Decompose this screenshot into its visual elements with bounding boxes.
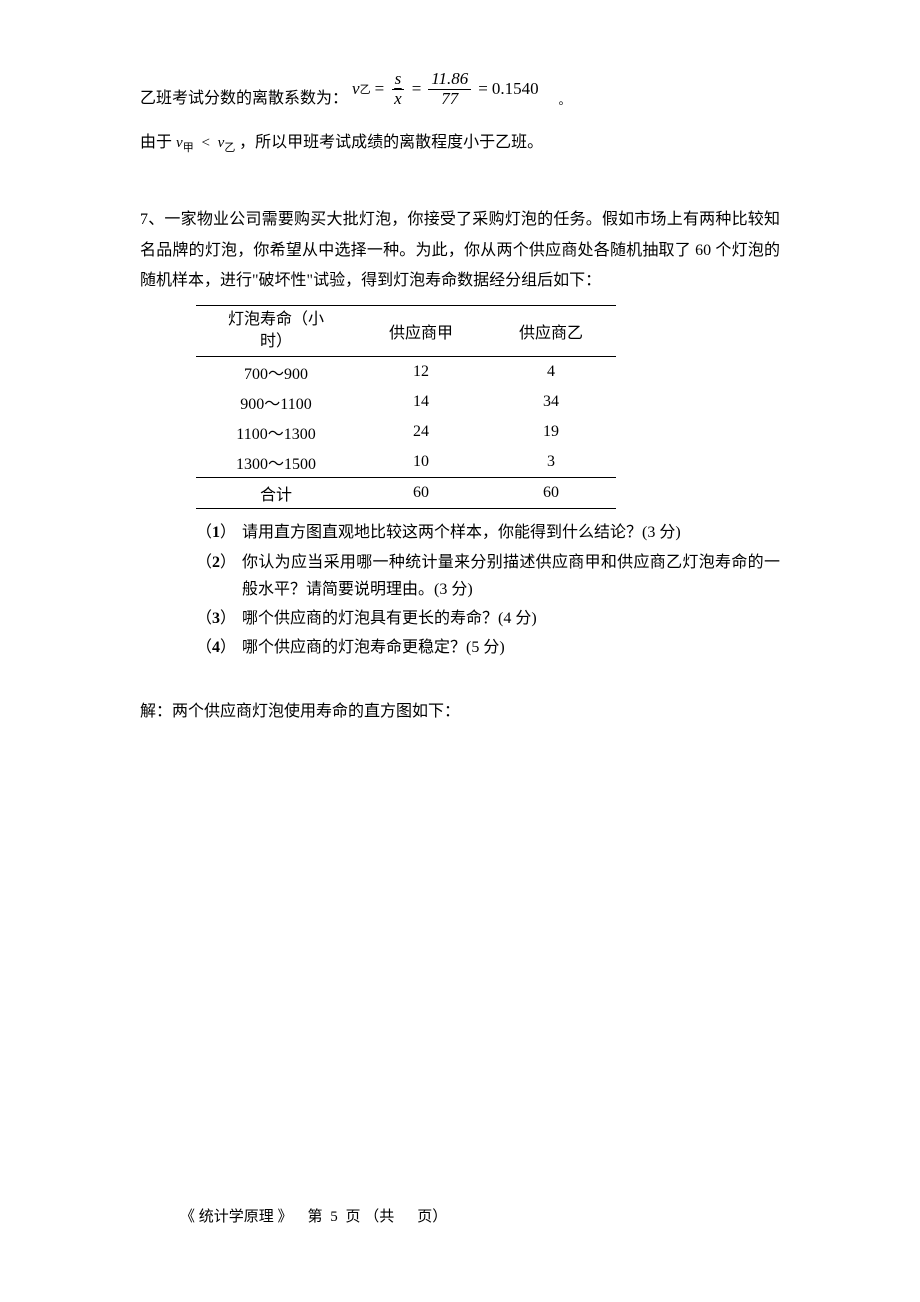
var-v: v [352,79,360,99]
cell-range: 1100～1300 [196,417,356,447]
footer-total-b: 60 [486,478,616,509]
footer-label: 合计 [196,478,356,509]
question-number: （3） [196,605,236,632]
header-supplier-a: 供应商甲 [356,305,486,357]
cell-range: 700～900 [196,357,356,388]
formula-expression: v乙 = s x = 11.86 77 = 0.1540 [352,70,539,108]
question-item: （1） 请用直方图直观地比较这两个样本，你能得到什么结论？(3 分) [196,519,780,546]
formula-line: 乙班考试分数的离散系数为： v乙 = s x = 11.86 77 = 0.15… [140,70,780,108]
bulb-life-table: 灯泡寿命（小 时） 供应商甲 供应商乙 700～900 12 4 900～110… [196,305,616,510]
frac-bot: 77 [438,90,461,109]
frac-top: 11.86 [428,70,471,90]
table-row: 1100～1300 24 19 [196,417,616,447]
qnum-bold: 4 [212,639,220,656]
problem-number: 7、 [140,211,164,228]
table-row: 900～1100 14 34 [196,387,616,417]
question-number: （2） [196,549,236,603]
question-text: 你认为应当采用哪一种统计量来分别描述供应商甲和供应商乙灯泡寿命的一般水平？请简要… [242,549,780,603]
qnum-bold: 2 [212,554,220,571]
cell-b: 34 [486,387,616,417]
footer-suffix: 页） [417,1209,447,1225]
formula-tail: 。 [559,91,571,108]
footer-prefix: 第 [308,1209,323,1225]
header-supplier-b: 供应商乙 [486,305,616,357]
frac-bot: x [391,90,405,109]
table-row: 1300～1500 10 3 [196,447,616,478]
qnum-bold: 1 [212,524,220,541]
footer-page: 5 [330,1209,338,1225]
formula-result: 0.1540 [492,79,539,99]
frac-s-over-xbar: s x [391,70,405,108]
problem-text: 7、一家物业公司需要购买大批灯泡，你接受了采购灯泡的任务。假如市场上有两种比较知… [140,205,780,296]
question-list: （1） 请用直方图直观地比较这两个样本，你能得到什么结论？(3 分) （2） 你… [196,519,780,661]
var-v-jia: v [176,135,183,151]
cell-b: 4 [486,357,616,388]
table-footer-row: 合计 60 60 [196,478,616,509]
eq-sign: = [478,79,488,99]
cell-a: 12 [356,357,486,388]
conclusion-line: 由于 v甲 < v乙 ，所以甲班考试成绩的离散程度小于乙班。 [140,128,780,155]
cell-a: 14 [356,387,486,417]
frac-top: s [392,70,405,90]
conclusion-prefix: 由于 [140,134,172,151]
sub-yi: 乙 [360,81,371,97]
question-item: （3） 哪个供应商的灯泡具有更长的寿命？(4 分) [196,605,780,632]
frac-numeric: 11.86 77 [428,70,471,108]
inequality-expr: v甲 < v乙 [176,135,239,151]
eq-sign: = [412,79,422,99]
cell-range: 1300～1500 [196,447,356,478]
question-item: （2） 你认为应当采用哪一种统计量来分别描述供应商甲和供应商乙灯泡寿命的一般水平… [196,549,780,603]
header-lifetime: 灯泡寿命（小 时） [196,305,356,357]
lt-sign: < [201,135,209,151]
footer-total-blank [402,1209,410,1225]
cell-b: 3 [486,447,616,478]
conclusion-suffix: ，所以甲班考试成绩的离散程度小于乙班。 [239,134,543,151]
cell-a: 10 [356,447,486,478]
sub-jia: 甲 [183,142,194,154]
sub-yi: 乙 [224,142,235,154]
problem-body: 一家物业公司需要购买大批灯泡，你接受了采购灯泡的任务。假如市场上有两种比较知名品… [140,211,780,289]
question-number: （1） [196,519,236,546]
question-text: 请用直方图直观地比较这两个样本，你能得到什么结论？(3 分) [242,519,681,546]
formula-label: 乙班考试分数的离散系数为： [140,84,348,108]
cell-a: 24 [356,417,486,447]
header-line1: 灯泡寿命（小 [228,311,324,328]
solution-intro: 解：两个供应商灯泡使用寿命的直方图如下： [140,697,780,727]
cell-b: 19 [486,417,616,447]
table-row: 700～900 12 4 [196,357,616,388]
page-footer: 《 统计学原理 》 第 5 页 （共 页） [180,1205,447,1226]
footer-mid: 页 （共 [346,1209,395,1225]
question-item: （4） 哪个供应商的灯泡寿命更稳定？(5 分) [196,634,780,661]
question-number: （4） [196,634,236,661]
question-text: 哪个供应商的灯泡具有更长的寿命？(4 分) [242,605,537,632]
cell-range: 900～1100 [196,387,356,417]
header-line2: 时） [260,333,292,350]
footer-book: 《 统计学原理 》 [180,1209,293,1225]
table-header-row: 灯泡寿命（小 时） 供应商甲 供应商乙 [196,305,616,357]
eq-sign: = [375,79,385,99]
question-text: 哪个供应商的灯泡寿命更稳定？(5 分) [242,634,505,661]
footer-total-a: 60 [356,478,486,509]
qnum-bold: 3 [212,610,220,627]
